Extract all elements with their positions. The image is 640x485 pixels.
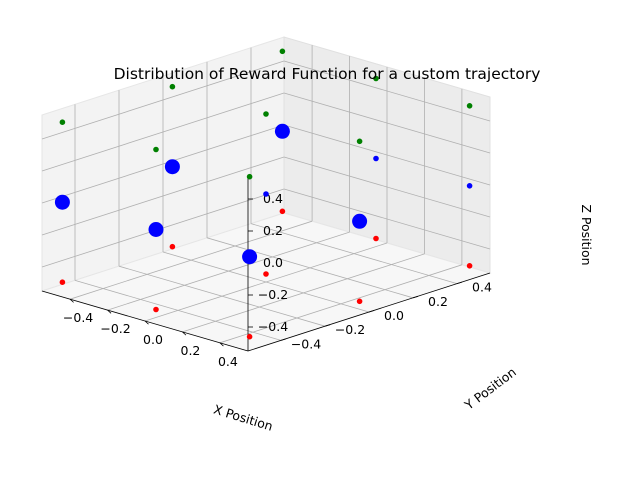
x-tick-mark <box>219 342 224 347</box>
z-tick-label: 0.0 <box>263 255 283 270</box>
data-point <box>169 243 176 250</box>
y-tick-mark <box>324 324 331 327</box>
data-point <box>54 194 70 210</box>
y-tick-label: 0.2 <box>428 294 448 309</box>
grid-lines <box>41 45 491 344</box>
y-tick-mark <box>280 338 287 341</box>
data-point <box>274 123 290 139</box>
grid-line <box>41 60 285 140</box>
grid-line <box>219 264 463 344</box>
x-tick-label: −0.2 <box>100 321 130 336</box>
data-point <box>373 155 379 162</box>
data-point <box>263 271 269 277</box>
x-tick-label: 0.0 <box>143 332 163 347</box>
data-point <box>246 333 253 340</box>
y-tick-label: 0.0 <box>384 308 404 323</box>
y-tick-mark <box>412 295 419 299</box>
x-tick-mark <box>182 331 187 336</box>
z-tick-label: −0.2 <box>258 287 288 302</box>
data-point <box>153 146 159 153</box>
tick-labels: −0.4−0.4−0.4−0.2 −0.2−0.20.00.00.00.20.20… <box>63 191 492 369</box>
y-tick-label: −0.4 <box>291 336 321 351</box>
x-tick-mark <box>107 309 112 314</box>
x-tick-label: −0.4 <box>63 310 93 325</box>
x-tick-mark <box>144 320 149 325</box>
grid-line <box>41 124 285 204</box>
chart-title: Distribution of Reward Function for a cu… <box>114 65 541 83</box>
x-tick-label: 0.2 <box>181 343 201 358</box>
data-point <box>59 279 66 286</box>
grid-line <box>162 251 370 313</box>
grid-line <box>283 92 491 154</box>
data-point <box>279 48 286 55</box>
grid-line <box>283 124 491 186</box>
data-point <box>466 263 473 269</box>
data-point <box>153 306 159 313</box>
grid-line <box>206 237 414 299</box>
data-point <box>242 249 258 265</box>
data-point <box>279 208 286 215</box>
data-point <box>373 235 379 242</box>
data-points <box>54 48 473 340</box>
data-point <box>148 222 164 237</box>
data-point <box>59 119 66 125</box>
z-axis-label: Z Position <box>579 204 594 265</box>
grid-line <box>250 223 458 285</box>
data-point <box>373 75 379 82</box>
data-point <box>466 103 473 109</box>
x-axis-label: X Position <box>212 402 275 434</box>
y-axis-label: Y Position <box>461 364 519 413</box>
grid-line <box>182 253 425 333</box>
data-point <box>356 298 363 305</box>
z-tick-label: −0.4 <box>258 319 288 334</box>
data-point <box>164 159 180 175</box>
x-tick-label: 0.4 <box>218 354 238 369</box>
data-point <box>352 213 368 229</box>
data-point <box>466 183 473 189</box>
data-point <box>246 173 253 180</box>
grid-line <box>283 60 491 122</box>
grid-line <box>41 92 285 172</box>
x-tick-mark <box>69 298 74 303</box>
y-tick-mark <box>456 281 463 285</box>
data-point <box>356 138 363 145</box>
y-tick-label: −0.2 <box>335 322 365 337</box>
y-tick-mark <box>368 310 375 313</box>
y-tick-label: 0.4 <box>472 280 492 295</box>
z-tick-label: 0.2 <box>263 223 283 238</box>
data-point <box>169 83 176 90</box>
data-point <box>263 191 269 197</box>
data-point <box>263 111 269 117</box>
